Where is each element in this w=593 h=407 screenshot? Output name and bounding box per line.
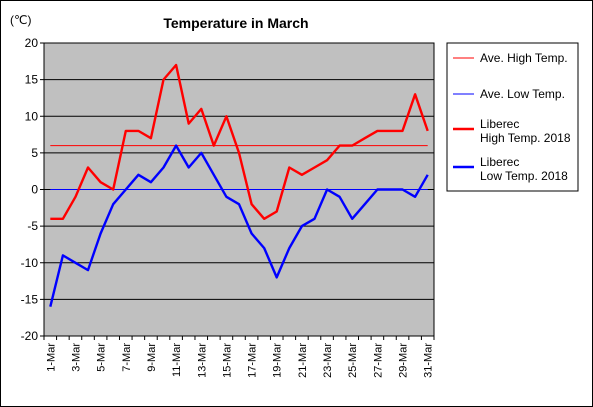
x-tick-label: 25-Mar — [347, 343, 359, 378]
y-tick-label: -15 — [21, 292, 39, 306]
y-tick-label: 5 — [31, 146, 38, 160]
x-tick-label: 5-Mar — [96, 343, 108, 372]
legend: Ave. High Temp.Ave. Low Temp.LiberecHigh… — [453, 51, 571, 183]
x-tick-label: 1-Mar — [45, 343, 57, 372]
y-tick-label: -5 — [27, 219, 38, 233]
x-tick-label: 7-Mar — [121, 343, 133, 372]
legend-label-4: Low Temp. 2018 — [480, 169, 568, 183]
x-tick-label: 29-Mar — [398, 343, 410, 378]
legend-label-4: Liberec — [480, 155, 519, 169]
y-tick-label: -10 — [21, 256, 39, 270]
x-tick-label: 3-Mar — [70, 343, 82, 372]
x-axis-ticks: 1-Mar 3-Mar 5-Mar 7-Mar 9-Mar 11-Mar 13-Mar 15-… — [43, 336, 435, 378]
x-tick-label: 31-Mar — [423, 343, 435, 378]
y-tick-label: -20 — [21, 329, 39, 343]
y-axis-ticks: 20 15 10 5 0 -5 -10 -15 -20 — [21, 36, 44, 343]
x-tick-label: 27-Mar — [372, 343, 384, 378]
x-tick-label: 11-Mar — [171, 343, 183, 377]
legend-label-1: Ave. High Temp. — [480, 51, 568, 65]
x-tick-label: 23-Mar — [322, 343, 334, 378]
y-tick-label: 20 — [25, 36, 39, 50]
series-line-3 — [50, 63, 429, 221]
legend-label-3: High Temp. 2018 — [480, 131, 571, 145]
legend-label-2: Ave. Low Temp. — [480, 87, 565, 101]
unit-label: (℃) — [10, 13, 31, 27]
x-tick-label: 15-Mar — [221, 343, 233, 378]
x-tick-label: 19-Mar — [272, 343, 284, 378]
x-tick-label: 17-Mar — [247, 343, 259, 378]
x-tick-label: 9-Mar — [146, 343, 158, 372]
y-tick-label: 10 — [25, 109, 39, 123]
x-tick-label: 13-Mar — [196, 343, 208, 378]
y-tick-label: 15 — [25, 73, 39, 87]
chart-title: Temperature in March — [163, 15, 308, 31]
x-tick-label: 21-Mar — [297, 343, 309, 378]
series-lines — [49, 63, 429, 307]
y-tick-label: 0 — [31, 183, 38, 197]
legend-label-3: Liberec — [480, 117, 519, 131]
series-line-4 — [49, 144, 429, 307]
